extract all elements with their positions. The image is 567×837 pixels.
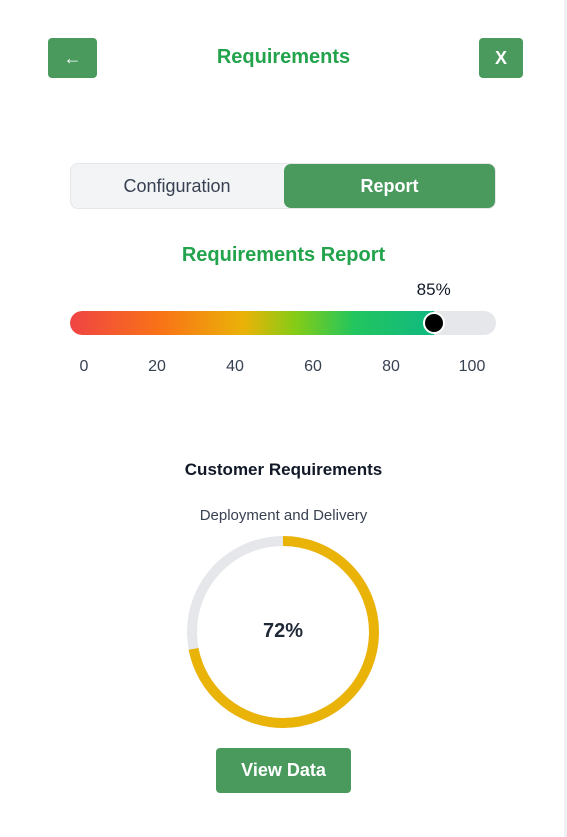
arrow-left-icon: ← xyxy=(63,47,82,68)
view-data-button[interactable]: View Data xyxy=(216,748,351,793)
category-label: Deployment and Delivery xyxy=(199,507,368,524)
slider-tick: 20 xyxy=(148,358,166,375)
page-title: Requirements xyxy=(216,46,351,68)
close-button[interactable]: X xyxy=(479,38,523,78)
progress-percent: 72% xyxy=(262,620,304,642)
progress-donut xyxy=(187,536,379,728)
report-title: Requirements Report xyxy=(181,244,386,266)
slider-tick: 40 xyxy=(226,358,244,375)
slider-value-label: 85% xyxy=(416,280,451,299)
scrollbar-edge xyxy=(564,0,567,837)
slider-tick: 0 xyxy=(79,358,89,375)
section-title: Customer Requirements xyxy=(184,460,383,479)
slider-fill xyxy=(70,311,434,335)
back-button[interactable]: ← xyxy=(48,38,97,78)
donut-progress-arc xyxy=(187,536,379,728)
slider-tick: 100 xyxy=(458,358,486,375)
tab-report[interactable]: Report xyxy=(284,164,495,208)
slider-tick: 60 xyxy=(304,358,322,375)
slider-tick: 80 xyxy=(382,358,400,375)
tab-configuration[interactable]: Configuration xyxy=(123,175,231,196)
view-tabs: Configuration Report xyxy=(70,163,496,209)
slider-thumb[interactable] xyxy=(422,312,445,334)
